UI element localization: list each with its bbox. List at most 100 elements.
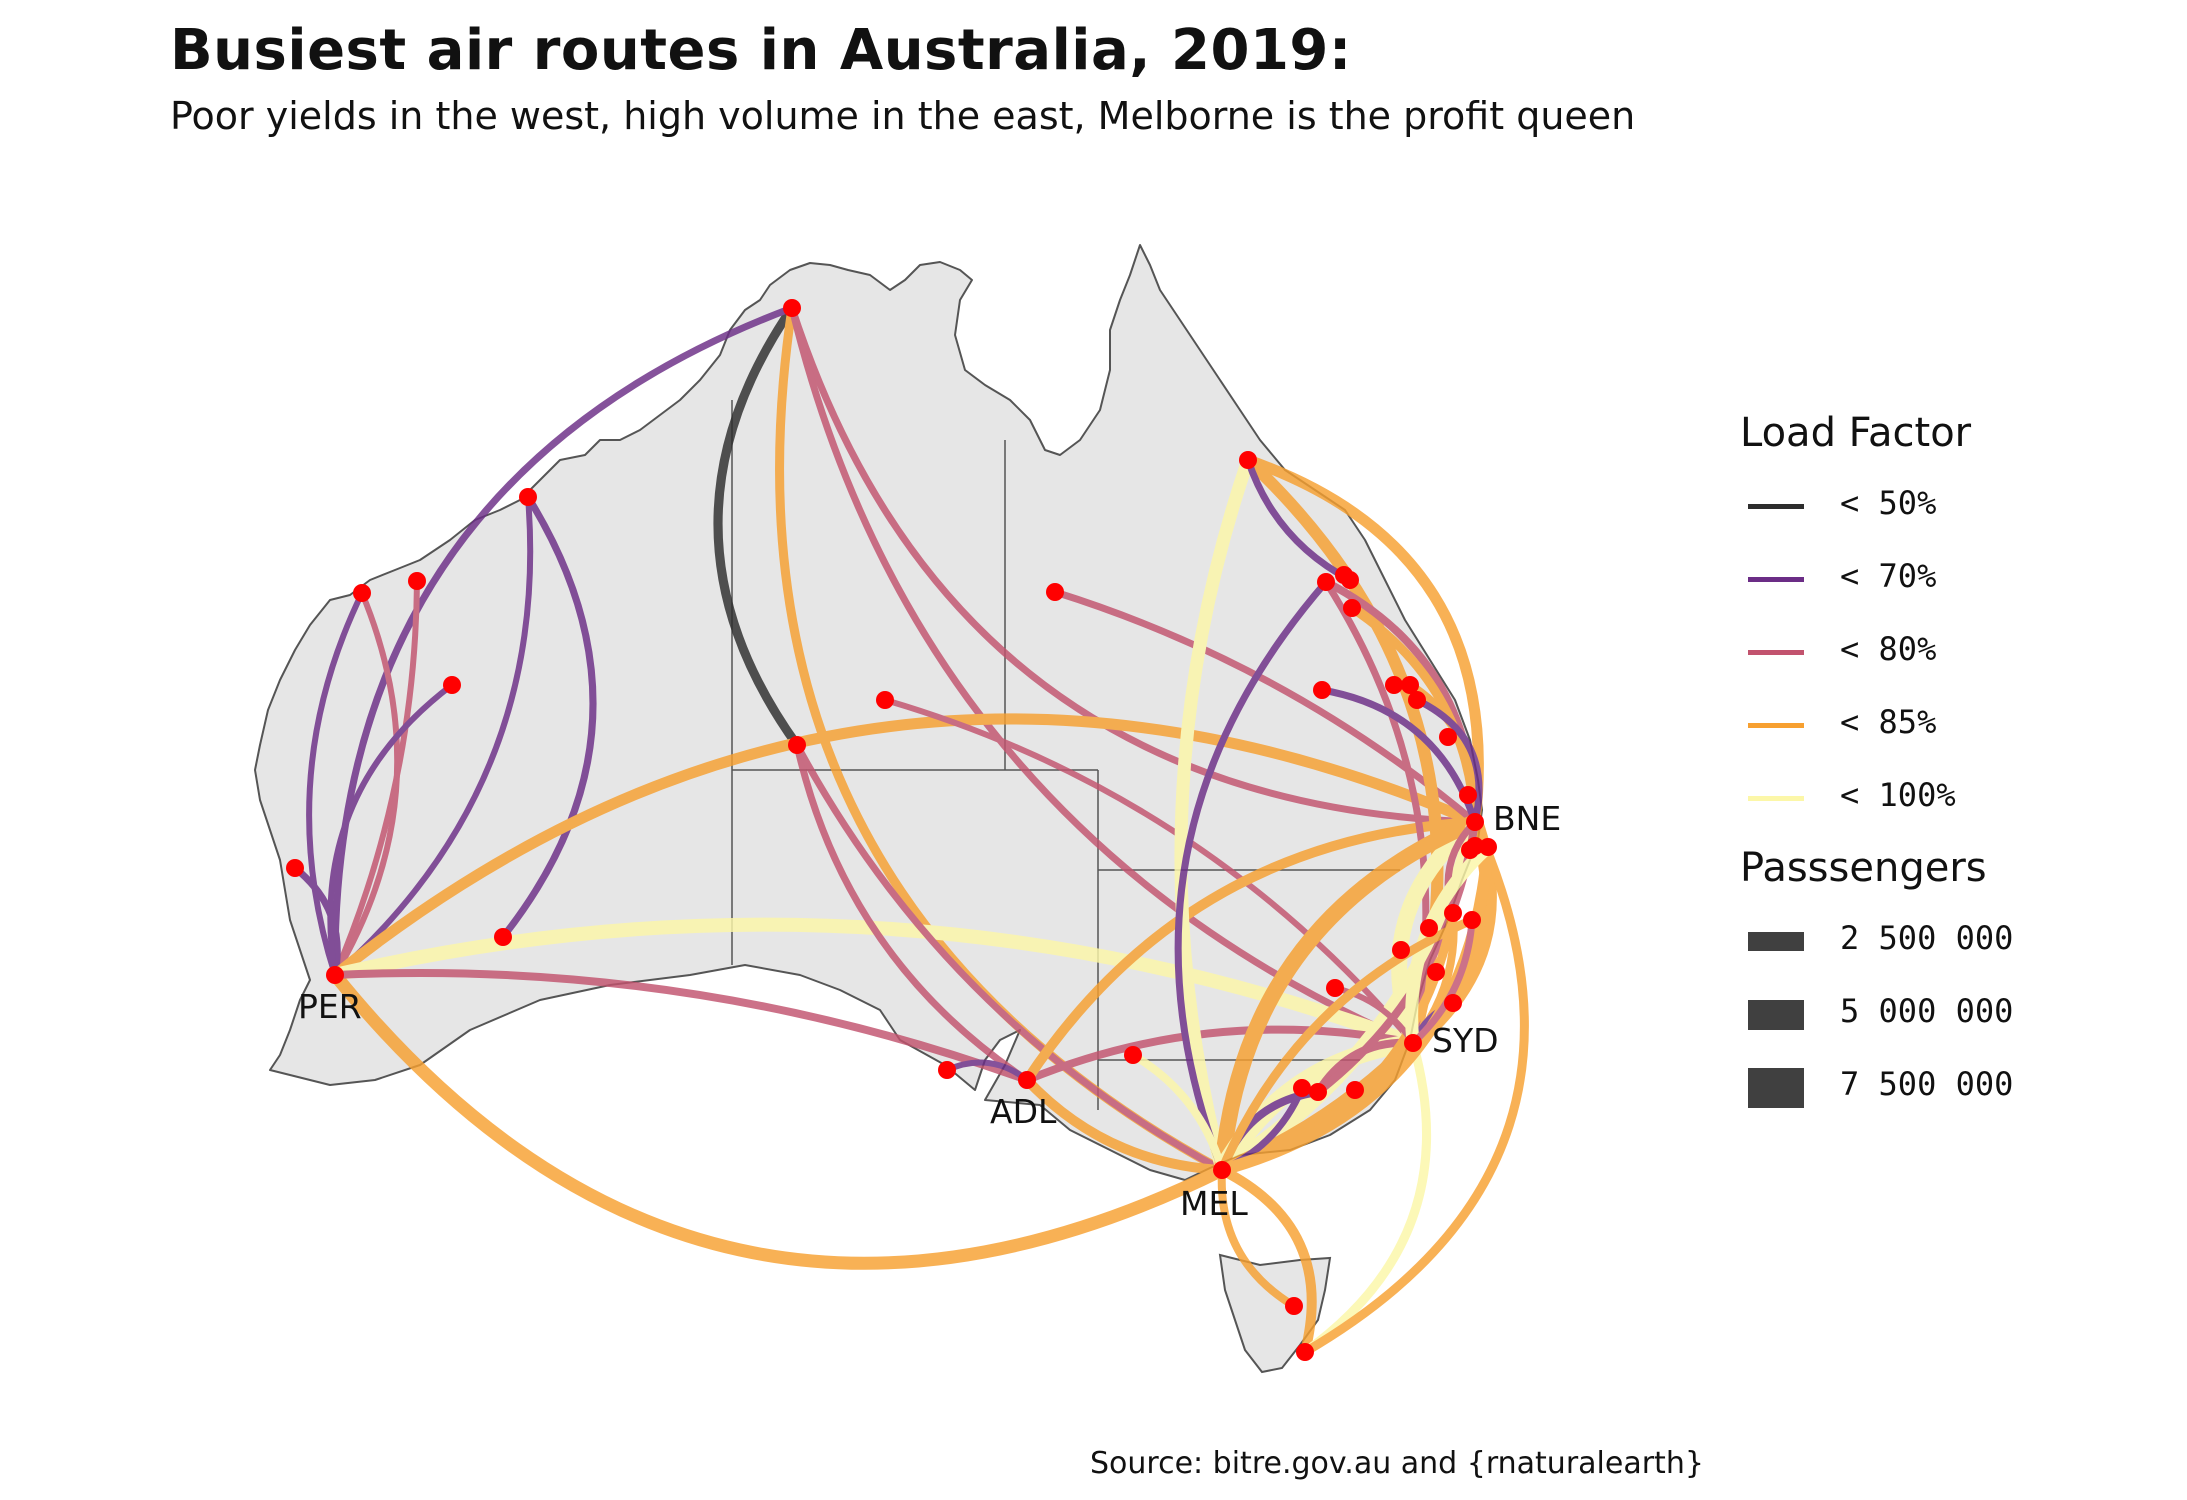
airport-marker xyxy=(1213,1161,1231,1179)
airport-marker xyxy=(494,928,512,946)
airport-marker xyxy=(1385,676,1403,694)
airport-marker xyxy=(1479,838,1497,856)
airport-marker xyxy=(326,966,344,984)
legend-swatch-lf70 xyxy=(1748,577,1804,582)
airport-marker xyxy=(1401,676,1419,694)
route-bne-mel xyxy=(1214,814,1483,1178)
city-label-per: PER xyxy=(298,987,362,1026)
airport-marker xyxy=(1463,911,1481,929)
legend-item-lf85: < 85% xyxy=(1740,689,2160,762)
airport-marker xyxy=(1466,837,1484,855)
airport-marker xyxy=(353,584,371,602)
route-per-adl xyxy=(331,968,1031,1084)
city-label-syd: SYD xyxy=(1432,1021,1499,1060)
airport-marker xyxy=(876,691,894,709)
route-mel-lst xyxy=(1217,1166,1298,1310)
legend-item-lf80: < 80% xyxy=(1740,616,2160,689)
chart-subtitle: Poor yields in the west, high volume in … xyxy=(170,94,1636,138)
route-per-syd xyxy=(328,917,1420,1050)
airport-marker xyxy=(1459,786,1477,804)
airport-marker xyxy=(788,736,806,754)
route-per-mel xyxy=(328,968,1229,1270)
airport-marker xyxy=(1408,691,1426,709)
airport-marker xyxy=(1439,728,1457,746)
legend-swatch-lf80 xyxy=(1748,650,1804,655)
airport-marker xyxy=(1296,1343,1314,1361)
airport-marker xyxy=(1420,919,1438,937)
legend: Load Factor < 50% < 70% < 80% < 85% < 10… xyxy=(1740,410,2160,1124)
route-alh-adl xyxy=(793,741,1031,1084)
route-per-bme xyxy=(306,590,365,978)
legend-load-factor-title: Load Factor xyxy=(1740,410,1972,456)
route-bne-ntl xyxy=(1444,818,1479,917)
legend-item-pax-large: 7 500 000 xyxy=(1740,1051,2160,1124)
route-per-bme xyxy=(332,590,401,978)
legend-item-lf50: < 50% xyxy=(1740,470,2160,543)
route-glt-bne xyxy=(1413,696,1483,826)
route-drw-alh xyxy=(713,303,802,750)
legend-label-lf100: < 100% xyxy=(1840,776,1956,814)
route-drw-bne xyxy=(788,304,1479,826)
route-adl-mel xyxy=(1022,1075,1227,1175)
city-label-bne: BNE xyxy=(1493,799,1561,838)
route-mel-cfs xyxy=(1217,915,1477,1175)
airport-marker xyxy=(783,299,801,317)
airport-marker xyxy=(1392,941,1410,959)
airport-marker xyxy=(1343,599,1361,617)
airport-marker xyxy=(938,1061,956,1079)
route-adl2-adl xyxy=(944,1059,1030,1083)
route-mel-hba xyxy=(1217,1165,1317,1357)
route-per-kgi xyxy=(327,682,455,978)
airport-marker xyxy=(519,488,537,506)
source-caption: Source: bitre.gov.au and {rnaturalearth} xyxy=(1090,1446,1704,1481)
legend-passengers-title: Passsengers xyxy=(1740,845,1987,891)
route-tsv-mel xyxy=(1174,578,1330,1174)
route-per-phe xyxy=(332,494,534,978)
route-adl-bne xyxy=(1022,817,1480,1085)
airport-marker xyxy=(443,676,461,694)
legend-item-lf100: < 100% xyxy=(1740,762,2160,835)
legend-label-lf80: < 80% xyxy=(1840,630,1937,668)
airport-marker xyxy=(1293,1079,1311,1097)
chart-title: Busiest air routes in Australia, 2019: xyxy=(170,18,1352,83)
airports-layer xyxy=(286,299,1497,1361)
route-cns-hti xyxy=(1244,456,1354,584)
legend-label-pax-small: 2 500 000 xyxy=(1840,919,2014,957)
legend-label-pax-medium: 5 000 000 xyxy=(1840,992,2014,1030)
airport-marker xyxy=(1444,904,1462,922)
route-bne-hba xyxy=(1300,817,1529,1357)
airport-marker xyxy=(1317,573,1335,591)
legend-label-pax-large: 7 500 000 xyxy=(1840,1065,2014,1103)
legend-swatch-pax-large xyxy=(1748,1068,1804,1108)
route-isa-bne xyxy=(1051,588,1479,826)
airport-marker xyxy=(1309,1083,1327,1101)
legend-swatch-lf50 xyxy=(1748,504,1804,509)
legend-item-lf70: < 70% xyxy=(1740,543,2160,616)
airport-marker xyxy=(286,859,304,877)
route-phe-knx xyxy=(499,493,597,941)
airport-marker xyxy=(1313,681,1331,699)
airport-marker xyxy=(1444,994,1462,1012)
legend-label-lf50: < 50% xyxy=(1840,484,1937,522)
route-mel-mql xyxy=(1129,1051,1226,1174)
legend-swatch-pax-small xyxy=(1748,932,1804,951)
airport-marker xyxy=(1427,963,1445,981)
legend-label-lf70: < 70% xyxy=(1840,557,1937,595)
legend-item-pax-medium: 5 000 000 xyxy=(1740,978,2160,1051)
route-syd-hba xyxy=(1300,1038,1432,1357)
airport-marker xyxy=(1239,451,1257,469)
airport-marker xyxy=(1018,1071,1036,1089)
routes-layer xyxy=(291,303,1529,1357)
route-per-bne xyxy=(329,713,1481,981)
airport-marker xyxy=(1404,1034,1422,1052)
legend-swatch-lf85 xyxy=(1748,723,1804,728)
city-label-adl: ADL xyxy=(990,1092,1057,1131)
route-alh-mel xyxy=(793,741,1226,1174)
legend-item-pax-small: 2 500 000 xyxy=(1740,905,2160,978)
airport-marker xyxy=(1046,583,1064,601)
airport-marker xyxy=(408,572,426,590)
legend-swatch-pax-medium xyxy=(1748,1000,1804,1030)
city-label-mel: MEL xyxy=(1180,1184,1248,1223)
legend-label-lf85: < 85% xyxy=(1840,703,1937,741)
